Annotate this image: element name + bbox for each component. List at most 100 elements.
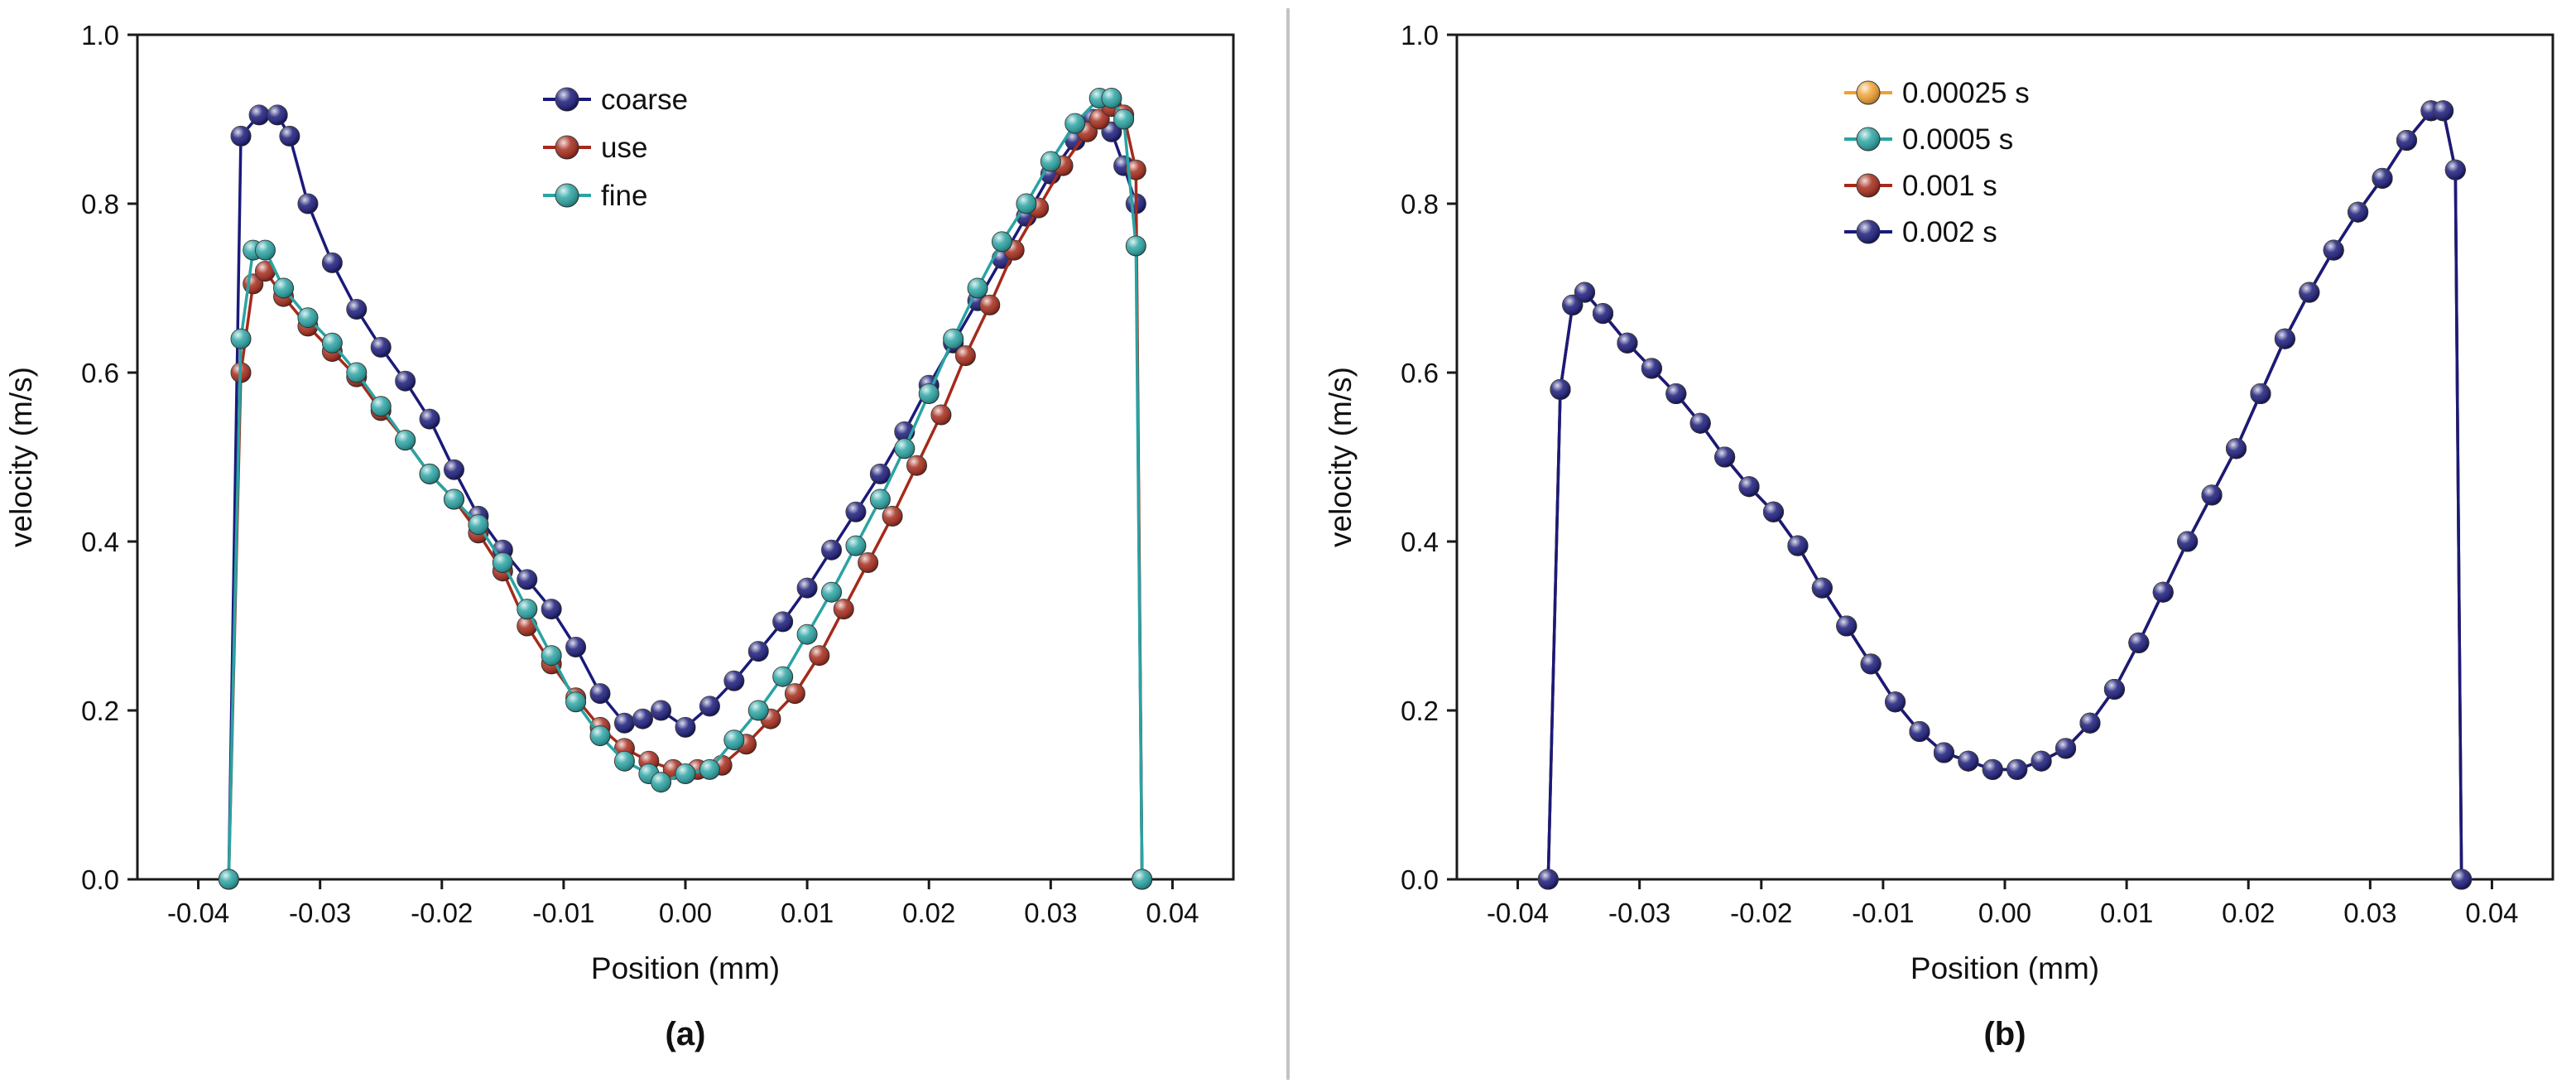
x-tick-label: -0.02	[411, 898, 473, 928]
y-axis-title: velocity (m/s)	[1324, 367, 1358, 547]
panel-label: (b)	[1983, 1016, 2026, 1052]
data-point-shine	[614, 713, 635, 734]
data-point-shine	[1126, 160, 1146, 181]
x-tick-label: 0.00	[659, 898, 712, 928]
x-tick-label: -0.03	[289, 898, 351, 928]
x-tick-label: -0.04	[1487, 898, 1549, 928]
legend-label: fine	[601, 180, 647, 212]
data-point-shine	[2177, 532, 2198, 551]
data-point-shine	[444, 460, 464, 480]
data-point-shine	[444, 489, 464, 509]
data-point-shine	[1617, 333, 1637, 354]
data-point-shine	[1763, 502, 1784, 522]
legend-marker-shine	[1857, 174, 1880, 197]
data-point-shine	[255, 261, 276, 282]
data-point-shine	[565, 637, 586, 657]
series-line	[1546, 109, 2463, 880]
legend-marker-shine	[555, 184, 579, 207]
data-point-shine	[1089, 109, 1110, 129]
data-point-shine	[346, 299, 367, 320]
x-tick-label: 0.01	[781, 898, 834, 928]
data-point-shine	[517, 569, 537, 590]
data-point-shine	[420, 464, 440, 484]
legend-marker-shine	[1857, 81, 1880, 104]
data-point-shine	[1812, 578, 1833, 599]
series-0-002-s	[1537, 100, 2473, 890]
data-point-shine	[1714, 447, 1735, 467]
data-point-shine	[992, 231, 1012, 252]
chart-panel-b: -0.04 -0.03 -0.02 -0.01 0.00 0.01 0.02 0.03 0.04…	[1324, 20, 2554, 1052]
data-point-shine	[858, 552, 878, 573]
legend-marker-shine	[555, 136, 579, 159]
series-0-00025-s	[1537, 100, 2473, 890]
data-point-shine	[322, 333, 343, 354]
data-point-shine	[699, 759, 720, 780]
series-0-001-s	[1537, 100, 2473, 890]
data-point-shine	[2202, 484, 2223, 505]
data-point-shine	[1836, 616, 1857, 636]
data-point-shine	[651, 772, 671, 792]
data-point-shine	[267, 104, 288, 125]
series-line	[227, 96, 1144, 880]
data-point-shine	[1593, 303, 1613, 324]
data-point-shine	[1934, 743, 1954, 763]
data-point-shine	[297, 194, 318, 214]
data-point-shine	[493, 552, 513, 573]
data-point-shine	[894, 438, 915, 459]
data-point-shine	[2079, 713, 2100, 734]
data-point-shine	[1562, 295, 1583, 315]
y-tick-label: 1.0	[81, 20, 119, 51]
x-tick-label: -0.01	[1852, 898, 1914, 928]
legend-label: use	[601, 132, 647, 164]
data-point-shine	[1574, 282, 1595, 303]
data-point-shine	[1641, 358, 1662, 378]
data-point-shine	[1550, 379, 1571, 400]
x-tick-label: 0.04	[1146, 898, 1199, 928]
data-point-shine	[468, 514, 488, 535]
data-point-shine	[2372, 168, 2393, 189]
x-tick-label: 0.02	[902, 898, 955, 928]
x-tick-label: 0.03	[1024, 898, 1077, 928]
y-tick-label: 0.4	[1401, 527, 1439, 557]
data-point-shine	[2299, 282, 2319, 303]
data-point-shine	[930, 405, 951, 425]
data-point-shine	[2275, 329, 2295, 349]
data-point-shine	[1982, 759, 2003, 780]
data-point-shine	[565, 691, 586, 712]
data-point-shine	[2104, 679, 2125, 700]
legend: coarse use fine	[543, 84, 688, 212]
data-point-shine	[2006, 759, 2027, 780]
data-point-shine	[1016, 194, 1036, 214]
data-point-shine	[371, 396, 392, 416]
legend-label: 0.0005 s	[1902, 123, 2013, 156]
x-tick-label: 0.00	[1978, 898, 2031, 928]
data-point-shine	[297, 307, 318, 328]
data-point-shine	[1690, 413, 1711, 434]
legend-label: 0.00025 s	[1902, 77, 2030, 109]
data-point-shine	[255, 240, 276, 261]
data-point-shine	[219, 869, 239, 889]
data-point-shine	[2055, 738, 2076, 758]
data-point-shine	[675, 717, 695, 738]
data-point-shine	[870, 489, 891, 509]
data-point-shine	[943, 329, 964, 349]
y-tick-label: 0.6	[81, 358, 119, 388]
data-point-shine	[968, 278, 988, 298]
data-point-shine	[371, 337, 392, 358]
data-point-shine	[2396, 130, 2417, 151]
data-point-shine	[632, 709, 653, 729]
legend: 0.00025 s 0.0005 s 0.001 s 0.002 s	[1844, 77, 2030, 248]
series-fine	[218, 88, 1153, 890]
data-point-shine	[395, 430, 416, 450]
data-point-shine	[748, 641, 769, 662]
data-point-shine	[979, 295, 1000, 315]
data-point-shine	[699, 696, 720, 716]
data-point-shine	[249, 104, 270, 125]
x-tick-label: -0.02	[1730, 898, 1792, 928]
data-point-shine	[279, 126, 300, 147]
data-point-shine	[1787, 536, 1808, 556]
series-line	[1546, 109, 2463, 880]
data-point-shine	[1958, 751, 1978, 772]
data-point-shine	[231, 126, 252, 147]
